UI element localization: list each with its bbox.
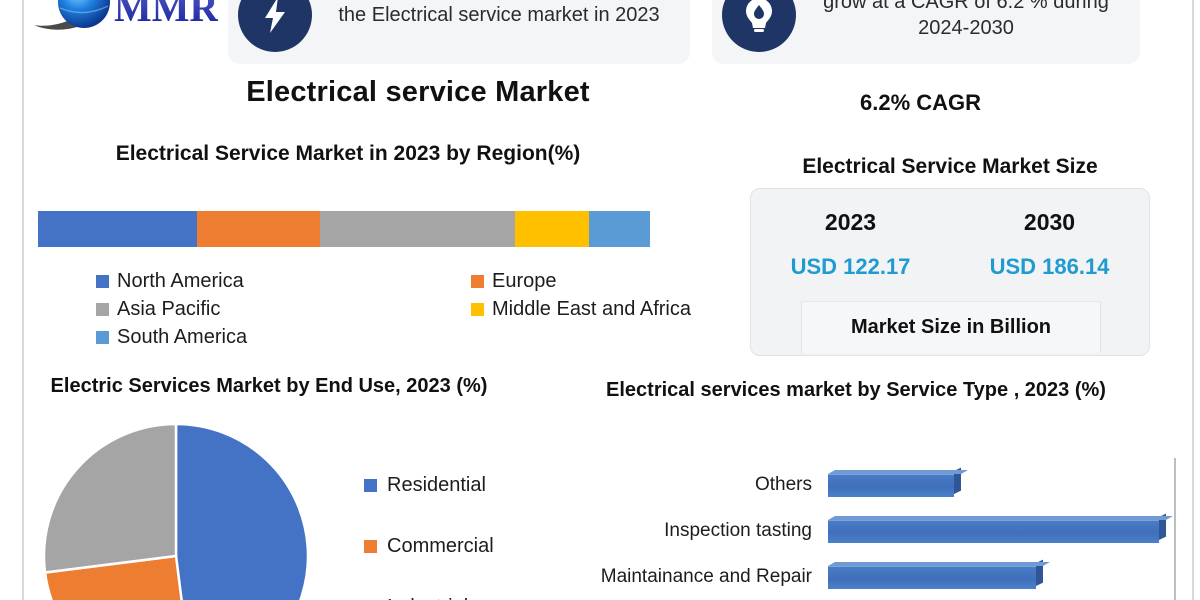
legend-swatch-icon bbox=[96, 331, 109, 344]
market-size-panel: 2023 2030 USD 122.17 USD 186.14 Market S… bbox=[750, 188, 1150, 356]
region-legend-label: Middle East and Africa bbox=[492, 298, 691, 320]
bulb-flame-icon bbox=[722, 0, 796, 52]
service-type-bar-track bbox=[828, 467, 1176, 499]
pie-slice bbox=[42, 422, 178, 574]
bar-3d-top bbox=[828, 562, 1051, 566]
service-type-bar-track bbox=[828, 513, 1176, 545]
region-segment bbox=[197, 211, 320, 247]
market-size-values: USD 122.17 USD 186.14 bbox=[751, 254, 1149, 280]
service-type-axis-line bbox=[1174, 458, 1176, 600]
service-type-row: Maintainance and Repair bbox=[596, 554, 1176, 600]
pie-slice bbox=[43, 554, 183, 600]
end-use-legend-label: Industrial bbox=[387, 596, 468, 600]
end-use-legend-label: Commercial bbox=[387, 535, 494, 557]
svg-text:MMR: MMR bbox=[114, 0, 218, 30]
region-legend-item: Europe bbox=[471, 270, 716, 293]
legend-swatch-icon bbox=[96, 275, 109, 288]
stat-card-two-text: grow at a CAGR of 6.2 % during 2024-2030 bbox=[823, 0, 1109, 39]
region-legend-item: North America bbox=[96, 270, 471, 293]
end-use-pie-chart bbox=[40, 420, 312, 600]
stat-card-one-text: the Electrical service market in 2023 bbox=[338, 4, 660, 26]
region-legend-item: Middle East and Africa bbox=[471, 298, 716, 321]
market-size-year-2023: 2023 bbox=[824, 209, 877, 235]
left-page-rule bbox=[22, 0, 24, 600]
market-size-value-2023: USD 122.17 bbox=[790, 254, 911, 279]
lightning-bolt-icon bbox=[238, 0, 312, 52]
region-stacked-bar bbox=[38, 211, 650, 247]
right-page-rule bbox=[1192, 0, 1194, 600]
legend-swatch-icon bbox=[471, 275, 484, 288]
service-type-row: Others bbox=[596, 462, 1176, 508]
end-use-legend-item: Residential bbox=[364, 474, 594, 497]
legend-swatch-icon bbox=[471, 303, 484, 316]
end-use-legend-item: Commercial bbox=[364, 535, 594, 558]
page-title: Electrical service Market bbox=[246, 76, 590, 108]
market-size-year-2030: 2030 bbox=[1023, 209, 1076, 235]
region-legend-label: South America bbox=[117, 326, 248, 348]
stat-card-market-2023: the Electrical service market in 2023 bbox=[228, 0, 690, 64]
service-type-bar bbox=[828, 559, 1051, 589]
region-segment bbox=[38, 211, 198, 247]
end-use-chart-legend: Residential Commercial Industrial bbox=[364, 474, 594, 600]
service-type-bar bbox=[828, 467, 968, 497]
service-type-row: Inspection tasting bbox=[596, 508, 1176, 554]
cagr-label: 6.2% CAGR bbox=[860, 90, 982, 115]
region-legend-item: South America bbox=[96, 326, 471, 349]
service-type-chart-title: Electrical services market by Service Ty… bbox=[606, 379, 1106, 401]
service-type-bar bbox=[828, 513, 1173, 543]
end-use-chart-title: Electric Services Market by End Use, 202… bbox=[50, 375, 488, 397]
bar-3d-top bbox=[828, 470, 968, 474]
region-legend-label: Asia Pacific bbox=[117, 298, 221, 320]
region-legend-label: North America bbox=[117, 270, 244, 292]
service-type-label: Others bbox=[754, 474, 812, 495]
market-size-footnote: Market Size in Billion bbox=[801, 301, 1101, 353]
region-segment bbox=[515, 211, 589, 247]
region-segment bbox=[588, 211, 650, 247]
end-use-legend-label: Residential bbox=[387, 474, 486, 496]
market-size-title: Electrical Service Market Size bbox=[802, 155, 1098, 178]
stat-card-cagr: grow at a CAGR of 6.2 % during 2024-2030 bbox=[712, 0, 1140, 64]
region-chart-legend: North America Europe Asia Pacific Middle Ea… bbox=[96, 270, 716, 349]
region-segment bbox=[319, 211, 516, 247]
pie-slice bbox=[174, 422, 310, 600]
market-size-value-2030: USD 186.14 bbox=[989, 254, 1110, 279]
end-use-legend-item: Industrial bbox=[364, 596, 594, 600]
bar-3d-top bbox=[828, 516, 1173, 520]
legend-swatch-icon bbox=[364, 540, 377, 553]
legend-swatch-icon bbox=[96, 303, 109, 316]
service-type-bar-track bbox=[828, 559, 1176, 591]
mmr-globe-logo: MMR bbox=[28, 0, 218, 48]
region-legend-label: Europe bbox=[492, 270, 557, 292]
legend-swatch-icon bbox=[364, 479, 377, 492]
region-legend-item: Asia Pacific bbox=[96, 298, 471, 321]
market-size-years: 2023 2030 bbox=[751, 209, 1149, 236]
region-chart-title: Electrical Service Market in 2023 by Reg… bbox=[115, 142, 581, 165]
service-type-bar-chart: Others Inspection tasting Maintainance and… bbox=[596, 458, 1176, 600]
service-type-label: Inspection tasting bbox=[664, 520, 812, 541]
service-type-label: Maintainance and Repair bbox=[600, 566, 812, 587]
